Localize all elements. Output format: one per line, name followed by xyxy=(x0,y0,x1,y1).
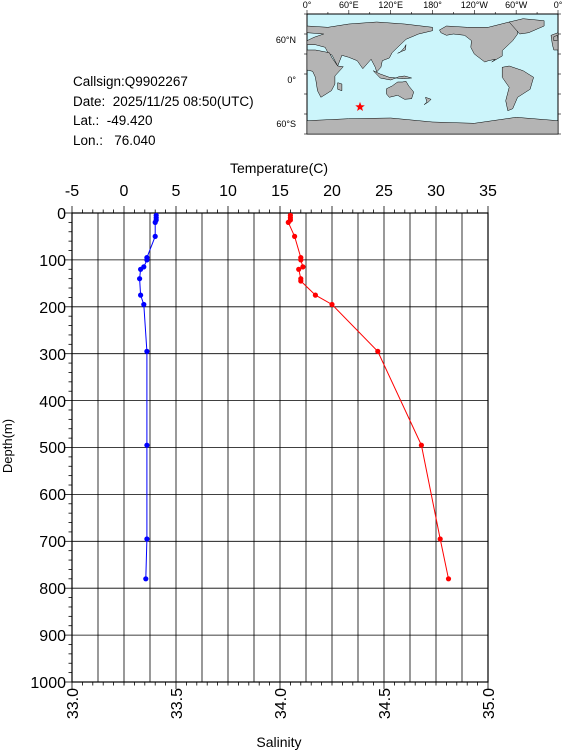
temperature-point xyxy=(137,276,143,282)
temperature-axis-label: Temperature(C) xyxy=(230,160,328,176)
map-top-tick-0: 0° xyxy=(303,0,312,10)
temperature-point xyxy=(138,292,144,298)
temp-tick-7: 30 xyxy=(427,183,445,200)
temperature-point xyxy=(144,257,150,263)
sal-tick-2: 34.0 xyxy=(273,688,290,719)
map-land-madagascar xyxy=(337,82,343,92)
temperature-point xyxy=(141,301,147,308)
temp-tick-6: 25 xyxy=(375,183,393,200)
plot-frame xyxy=(71,212,489,683)
map-top-tick-3: 180° xyxy=(423,0,442,10)
salinity-point xyxy=(298,257,304,263)
map-left-tick-0: 60°N xyxy=(276,35,296,45)
map-left-tick-1: 0° xyxy=(287,75,296,85)
salinity-point xyxy=(445,576,452,582)
map-land-australia xyxy=(386,81,414,100)
depth-tick-2: 200 xyxy=(39,300,66,317)
map-left-tick-2: 60°S xyxy=(276,119,296,129)
temp-tick-0: -5 xyxy=(65,183,79,200)
map-land-eurasia xyxy=(306,21,433,73)
salinity-point xyxy=(285,219,291,225)
map-land-uk xyxy=(553,34,559,41)
map-land-new-zealand xyxy=(423,96,432,105)
map-land-japan xyxy=(397,44,407,54)
salinity-point xyxy=(418,442,424,448)
chart-grid xyxy=(72,213,488,682)
salinity-point xyxy=(437,536,443,542)
sal-tick-4: 35.0 xyxy=(481,688,498,719)
map-land-south-america xyxy=(501,65,534,112)
map-land-greenland xyxy=(508,18,545,35)
temperature-point xyxy=(152,233,158,239)
depth-tick-4: 400 xyxy=(39,394,66,411)
float-location-star-icon xyxy=(355,101,365,111)
temp-tick-3: 10 xyxy=(219,183,237,200)
map-top-tick-5: 60°W xyxy=(505,0,528,10)
depth-axis-label: Depth(m) xyxy=(0,419,15,473)
map-top-tick-2: 120°E xyxy=(378,0,403,10)
temperature-point xyxy=(144,442,150,448)
temp-tick-8: 35 xyxy=(479,183,497,200)
temperature-point xyxy=(138,266,144,272)
depth-tick-3: 300 xyxy=(39,347,66,364)
float-info-panel: Callsign:Q9902267 Date: 2025/11/25 08:50… xyxy=(73,72,254,150)
temp-tick-4: 15 xyxy=(271,183,289,200)
salinity-axis-label: Salinity xyxy=(256,734,301,750)
map-land xyxy=(306,18,559,135)
depth-tick-7: 700 xyxy=(39,534,66,551)
map-top-tick-1: 60°E xyxy=(339,0,359,10)
callsign-text: Callsign:Q9902267 xyxy=(73,74,188,89)
map-ticks xyxy=(304,10,561,135)
depth-tick-1: 100 xyxy=(39,253,66,270)
salinity-profile-line xyxy=(287,215,449,579)
map-top-tick-4: 120°W xyxy=(461,0,489,10)
salinity-point xyxy=(375,348,381,354)
temp-tick-1: 0 xyxy=(120,183,129,200)
depth-tick-10: 1000 xyxy=(30,675,66,692)
map-land-antarctica xyxy=(306,117,559,135)
depth-tick-8: 800 xyxy=(39,581,66,598)
longitude-text: Lon.: 76.040 xyxy=(73,132,156,148)
map-land-indonesia xyxy=(373,70,412,81)
depth-tick-9: 900 xyxy=(39,628,66,645)
salinity-point xyxy=(312,292,318,298)
map-top-tick-6: 0° xyxy=(554,0,563,10)
temp-tick-2: 5 xyxy=(172,183,181,200)
salinity-point xyxy=(298,278,304,284)
sal-tick-3: 34.5 xyxy=(377,688,394,719)
temperature-point xyxy=(144,536,150,542)
date-text: Date: 2025/11/25 08:50(UTC) xyxy=(73,93,254,109)
depth-tick-6: 600 xyxy=(39,487,66,504)
depth-tick-0: 0 xyxy=(57,206,66,223)
map-land-north-america xyxy=(439,21,518,63)
salinity-point xyxy=(329,301,335,308)
salinity-point xyxy=(292,233,298,239)
salinity-point xyxy=(300,264,306,270)
map-land-africa xyxy=(306,49,344,98)
temperature-point xyxy=(152,219,158,225)
temperature-point xyxy=(143,576,149,582)
latitude-text: Lat.: -49.420 xyxy=(73,113,153,128)
temp-tick-5: 20 xyxy=(323,183,341,200)
sal-tick-0: 33.0 xyxy=(65,688,82,719)
salinity-point xyxy=(296,266,302,272)
sal-tick-1: 33.5 xyxy=(169,688,186,719)
chart-series xyxy=(137,212,452,582)
depth-tick-5: 500 xyxy=(39,440,66,457)
temperature-point xyxy=(144,348,150,354)
